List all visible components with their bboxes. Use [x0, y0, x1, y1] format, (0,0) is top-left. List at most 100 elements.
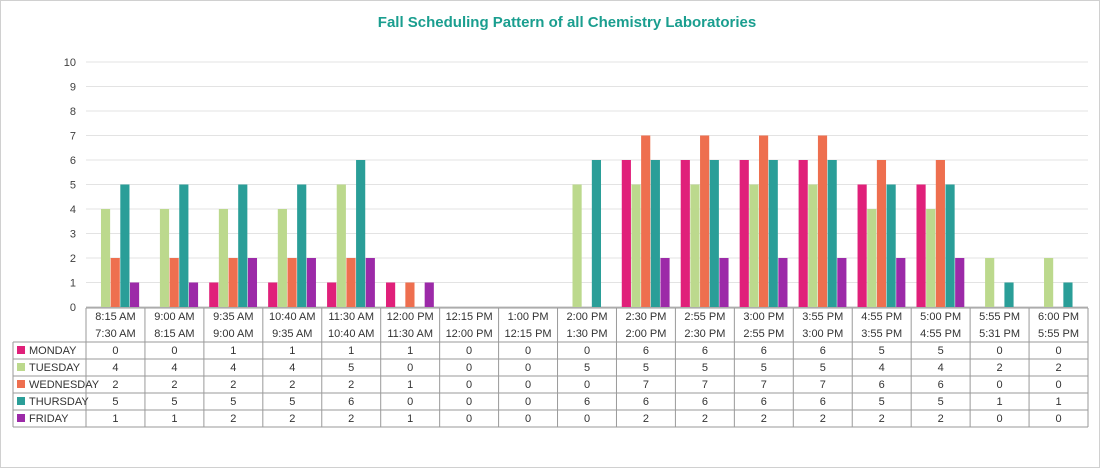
bar-wednesday: [876, 160, 887, 307]
bar-tuesday: [100, 209, 111, 307]
table-cell-value: 2: [643, 413, 649, 425]
bar-tuesday: [218, 209, 229, 307]
table-cell-value: 7: [702, 379, 708, 391]
table-cell-value: 6: [820, 345, 826, 357]
bar-thursday: [709, 160, 719, 307]
table-cell-value: 0: [466, 413, 472, 425]
y-tick-label: 5: [70, 180, 76, 192]
bar-monday: [209, 282, 219, 307]
x-category-label: 2:55 PM: [684, 311, 725, 323]
bar-monday: [680, 160, 690, 307]
bar-thursday: [945, 184, 955, 307]
x-category-label: 3:55 PM: [861, 328, 902, 340]
bar-friday: [424, 282, 434, 307]
y-tick-label: 2: [70, 253, 76, 265]
bar-friday: [129, 282, 140, 307]
bar-monday: [739, 160, 749, 307]
bar-wednesday: [169, 258, 179, 307]
x-category-label: 9:35 AM: [272, 328, 312, 340]
bar-monday: [916, 184, 926, 307]
table-cell-value: 4: [289, 362, 295, 374]
y-tick-label: 10: [64, 57, 76, 69]
bar-friday: [778, 258, 788, 307]
bar-thursday: [591, 160, 601, 307]
table-cell-value: 5: [112, 396, 118, 408]
table-cell-value: 6: [348, 396, 354, 408]
bar-wednesday: [641, 135, 651, 307]
bar-wednesday: [817, 135, 828, 307]
bar-friday: [247, 258, 258, 307]
table-cell-value: 0: [1055, 345, 1061, 357]
table-cell-value: 5: [938, 345, 944, 357]
table-cell-value: 2: [289, 413, 295, 425]
bar-tuesday: [631, 184, 641, 307]
table-cell-value: 1: [289, 345, 295, 357]
table-cell-value: 5: [761, 362, 767, 374]
x-category-label: 2:00 PM: [567, 311, 608, 323]
bar-friday: [896, 258, 906, 307]
table-cell-value: 1: [997, 396, 1003, 408]
bar-thursday: [650, 160, 660, 307]
table-cell-value: 5: [702, 362, 708, 374]
bar-thursday: [238, 184, 248, 307]
bar-tuesday: [1044, 258, 1054, 307]
table-cell-value: 1: [407, 345, 413, 357]
bar-tuesday: [336, 184, 346, 307]
table-cell-value: 6: [643, 345, 649, 357]
x-category-label: 12:15 PM: [446, 311, 493, 323]
table-cell-value: 5: [643, 362, 649, 374]
table-cell-value: 2: [171, 379, 177, 391]
x-category-label: 12:00 PM: [446, 328, 493, 340]
table-cell-value: 0: [466, 362, 472, 374]
table-cell-value: 2: [1055, 362, 1061, 374]
legend-swatch-tuesday: [17, 363, 25, 371]
table-cell-value: 4: [112, 362, 118, 374]
x-category-label: 11:30 AM: [328, 311, 374, 323]
bar-wednesday: [758, 135, 769, 307]
table-cell-value: 0: [466, 345, 472, 357]
table-cell-value: 6: [584, 396, 590, 408]
bar-tuesday: [926, 209, 936, 307]
x-category-label: 11:30 AM: [387, 328, 433, 340]
bar-tuesday: [159, 209, 170, 307]
table-cell-value: 5: [938, 396, 944, 408]
table-cell-value: 2: [879, 413, 885, 425]
bar-monday: [857, 184, 867, 307]
table-cell-value: 2: [348, 413, 354, 425]
table-cell-value: 0: [112, 345, 118, 357]
table-cell-value: 0: [997, 345, 1003, 357]
table-cell-value: 6: [938, 379, 944, 391]
x-category-label: 5:00 PM: [920, 311, 961, 323]
bar-tuesday: [572, 184, 582, 307]
bar-tuesday: [749, 184, 759, 307]
table-cell-value: 0: [466, 396, 472, 408]
table-cell-value: 2: [230, 413, 236, 425]
table-cell-value: 0: [525, 345, 531, 357]
legend-label: TUESDAY: [29, 362, 81, 374]
bar-friday: [306, 258, 316, 307]
bar-friday: [188, 282, 199, 307]
bar-wednesday: [110, 258, 120, 307]
table-cell-value: 5: [171, 396, 177, 408]
table-cell-value: 1: [407, 379, 413, 391]
legend-label: MONDAY: [29, 345, 77, 357]
bar-wednesday: [228, 258, 238, 307]
bar-friday: [365, 258, 375, 307]
table-cell-value: 0: [525, 379, 531, 391]
table-cell-value: 7: [643, 379, 649, 391]
chart-title: Fall Scheduling Pattern of all Chemistry…: [378, 14, 756, 31]
y-tick-label: 9: [70, 82, 76, 94]
table-cell-value: 6: [761, 396, 767, 408]
x-category-label: 4:55 PM: [861, 311, 902, 323]
table-cell-value: 5: [289, 396, 295, 408]
x-category-label: 8:15 AM: [95, 311, 135, 323]
table-cell-value: 0: [1055, 379, 1061, 391]
table-cell-value: 0: [407, 396, 413, 408]
table-cell-value: 0: [525, 396, 531, 408]
x-category-label: 10:40 AM: [328, 328, 374, 340]
x-category-label: 2:55 PM: [743, 328, 784, 340]
bar-monday: [327, 282, 337, 307]
x-category-label: 10:40 AM: [269, 311, 315, 323]
bar-wednesday: [287, 258, 297, 307]
y-tick-label: 6: [70, 155, 76, 167]
